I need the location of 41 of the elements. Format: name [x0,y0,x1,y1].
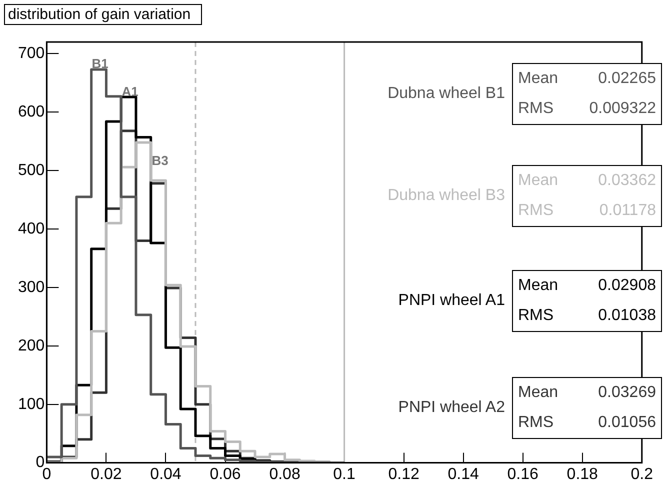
y-tick-label: 200 [18,337,45,354]
x-tick-label: 0.1 [333,466,356,483]
annotation: 0.02265 [598,70,656,88]
x-tick-label: 0.08 [269,466,300,483]
x-tick-label: 0.2 [630,466,654,483]
annotation: Mean [518,70,558,88]
annotation: RMS [518,414,554,432]
annotation: Mean [518,172,558,190]
text: Dubna wheel B3 [386,187,505,205]
annotation: 0.01038 [598,307,656,325]
x-tick-label: 0.04 [150,466,182,483]
y-tick-label: 500 [18,162,45,179]
text: PNPI wheel A1 [397,292,505,310]
annotation: 0.03269 [598,384,656,402]
x-tick-label: 0.18 [566,466,598,483]
text: Dubna wheel B1 [386,85,505,103]
annotation: 0.03362 [598,172,656,190]
annotation: B1 [92,56,108,71]
y-tick-label: 700 [18,45,45,62]
annotation: Mean [518,384,558,402]
annotation: RMS [518,100,554,118]
y-tick-label: 600 [18,104,45,121]
annotation: B3 [152,153,168,168]
chart-title: distribution of gain variation [4,4,202,25]
annotation: 0.01178 [599,202,656,220]
annotation: 0.02908 [598,277,656,295]
text: PNPI wheel A2 [397,399,505,417]
annotation: Mean [518,277,558,295]
x-tick-label: 0.16 [507,466,539,483]
annotation: RMS [518,307,554,325]
x-tick-label: 0.06 [210,466,241,483]
annotation: RMS [518,202,554,220]
annotation: A1 [122,84,138,99]
x-tick-label: 0.12 [388,466,420,483]
annotation: 0.01056 [598,414,656,432]
y-tick-label: 300 [18,278,45,296]
annotation: 0.009322 [589,100,656,118]
y-tick-label: 100 [18,396,45,413]
x-tick-label: 0.14 [448,466,479,483]
x-tick-label: 0.02 [90,466,122,483]
y-tick-label: 400 [18,220,45,238]
